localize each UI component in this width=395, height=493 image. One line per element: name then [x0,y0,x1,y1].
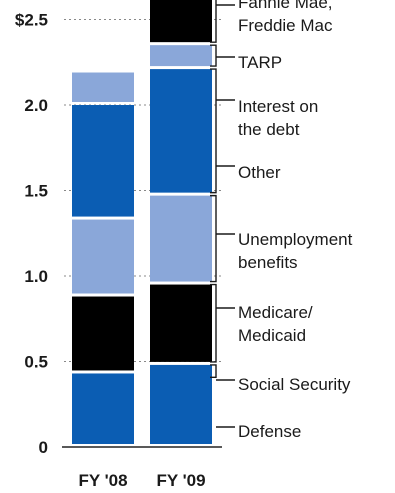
annotations: Fannie Mae, Freddie Mac TARP Interest on the… [210,0,353,441]
annotation-label: Defense [238,422,301,441]
annotation-label: Interest on [238,97,318,116]
annotation-bracket [210,364,217,379]
x-category-label: FY '09 [156,471,205,490]
bar-segment-unemployment-benefits-fy09 [150,195,212,282]
annotation-bracket [210,194,217,283]
bar-segment-unemployment-benefits-fy08 [72,219,134,294]
annotation-other: Other [216,163,281,182]
annotation-label: Social Security [238,375,351,394]
y-tick-label: 2.0 [24,96,48,115]
bar-segment-fannie-mae-freddie-mac-fy09 [150,0,212,43]
annotation-bracket [210,44,217,67]
annotation-label: Unemployment [238,230,353,249]
y-tick-label: 0 [39,438,48,457]
bar-segment-defense-fy09 [150,364,212,444]
annotation-label: Other [238,163,281,182]
bars [72,0,212,444]
annotation-bracket [210,283,217,363]
annotation-fannie-mae-freddie-mac: Fannie Mae, Freddie Mac [210,0,333,43]
annotation-unemployment-benefits: Unemployment benefits [210,194,353,283]
bar-segment-tarp-fy08 [72,72,134,102]
bar-segment-other-fy08 [72,105,134,217]
annotation-label: the debt [238,120,300,139]
annotation-label: TARP [238,53,282,72]
annotation-tarp: TARP [210,44,282,72]
bar-segment-defense-fy08 [72,373,134,444]
y-tick-label: 0.5 [24,353,48,372]
annotation-bracket [210,0,217,43]
annotation-interest-on-the-debt: Interest on the debt [210,68,318,194]
annotation-social-security: Social Security [210,364,351,394]
annotation-defense: Defense [216,422,301,441]
y-tick-label: 1.5 [24,182,48,201]
annotation-label: Medicaid [238,326,306,345]
annotation-label: benefits [238,253,298,272]
bar-segment-other-fy09 [150,69,212,193]
annotation-label: Fannie Mae, [238,0,333,12]
annotation-medicare-medicaid: Medicare/Medicaid [210,283,313,363]
bar-segment-social-security-fy09 [150,284,212,362]
bar-segment-social-security-fy08 [72,296,134,371]
annotation-bracket [210,68,217,194]
y-tick-label: 1.0 [24,267,48,286]
y-axis: 0 0.5 1.0 1.5 2.0 $2.5 FY '08 FY '09 [15,11,206,491]
annotation-label: Freddie Mac [238,16,333,35]
bar-segment-tarp-fy09 [150,45,212,67]
annotation-label: Medicare/ [238,303,313,322]
x-category-label: FY '08 [78,471,127,490]
y-tick-label: $2.5 [15,11,48,30]
